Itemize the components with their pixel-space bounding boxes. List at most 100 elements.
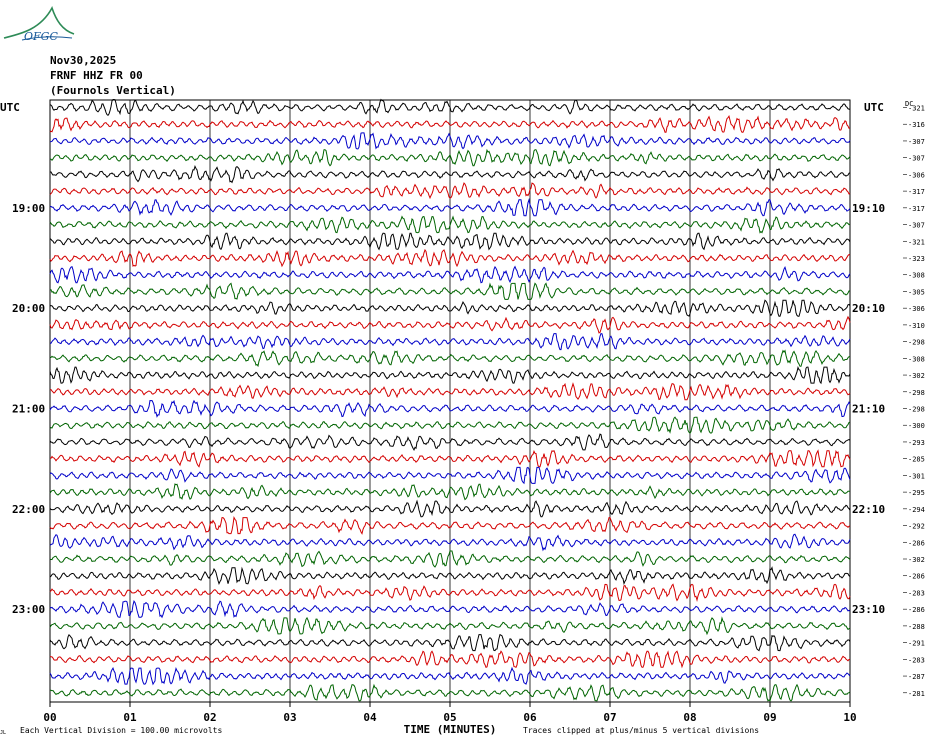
- dc-offset-label: -287: [908, 673, 925, 681]
- trace-row-30: [49, 583, 851, 602]
- dc-offset-label: -298: [908, 389, 925, 397]
- left-time-label: 20:00: [12, 302, 45, 315]
- record-date: Nov30,2025: [50, 54, 117, 67]
- dc-offset-label: -307: [908, 222, 925, 230]
- x-tick-label-09: 09: [763, 711, 776, 724]
- trace-row-27: [49, 533, 851, 552]
- dc-offset-label: -305: [908, 288, 925, 296]
- dc-offset-label: -301: [908, 472, 925, 480]
- dc-offset-label: -298: [908, 406, 925, 414]
- trace-row-22: [50, 449, 851, 468]
- right-time-label: 19:10: [852, 202, 885, 215]
- trace-row-26: [49, 516, 851, 535]
- trace-row-36: [49, 683, 851, 702]
- x-tick-label-02: 02: [203, 711, 216, 724]
- right-time-label: 23:10: [852, 603, 885, 616]
- dc-offset-label: -283: [908, 656, 925, 664]
- trace-row-1: [49, 98, 851, 116]
- trace-row-6: [49, 182, 851, 200]
- x-tick-label-01: 01: [123, 711, 137, 724]
- logo-text: OFGC: [24, 30, 58, 43]
- dc-offset-label: -288: [908, 623, 925, 631]
- dc-offset-label: -316: [908, 121, 925, 129]
- logo-mountain-curve: [3, 6, 75, 39]
- station-code: FRNF HHZ FR 00: [50, 69, 143, 82]
- x-tick-label-10: 10: [843, 711, 856, 724]
- trace-row-13: [49, 299, 851, 317]
- trace-row-10: [49, 248, 851, 268]
- right-axis-title: UTC: [864, 101, 884, 114]
- x-tick-label-06: 06: [523, 711, 537, 724]
- dc-offset-label: -302: [908, 372, 925, 380]
- x-tick-label-04: 04: [363, 711, 377, 724]
- trace-row-11: [49, 265, 851, 284]
- dc-offset-label: -310: [908, 322, 925, 330]
- dc-offset-label: -317: [908, 188, 925, 196]
- dc-offset-label: -321: [908, 238, 925, 246]
- trace-row-8: [49, 215, 850, 234]
- right-time-label: 20:10: [852, 302, 885, 315]
- dc-offset-label: -281: [908, 690, 925, 698]
- trace-row-29: [49, 566, 851, 586]
- dc-offset-label: -302: [908, 556, 925, 564]
- trace-row-24: [49, 483, 851, 501]
- right-time-label: 21:10: [852, 403, 885, 416]
- dc-offset-label: -285: [908, 456, 925, 464]
- trace-row-7: [49, 197, 851, 217]
- trace-row-17: [49, 365, 851, 385]
- trace-row-5: [49, 164, 851, 184]
- trace-row-18: [49, 382, 851, 401]
- trace-row-12: [49, 282, 851, 300]
- trace-row-14: [49, 315, 851, 334]
- x-axis-title: TIME (MINUTES): [404, 723, 497, 736]
- trace-row-35: [49, 666, 851, 686]
- dc-offset-label: -286: [908, 606, 925, 614]
- left-axis-title: UTC: [0, 101, 20, 114]
- dc-offset-label: -308: [908, 272, 925, 280]
- dc-offset-label: -306: [908, 171, 925, 179]
- dc-offset-label: -308: [908, 355, 925, 363]
- logo-swoosh: [21, 36, 73, 41]
- dc-offset-label: -317: [908, 205, 925, 213]
- station-location: (Fournols Vertical): [50, 84, 176, 97]
- trace-row-3: [49, 132, 851, 150]
- trace-row-34: [49, 650, 851, 669]
- trace-row-20: [49, 416, 851, 434]
- x-tick-label-03: 03: [283, 711, 296, 724]
- dc-offset-label: -307: [908, 155, 925, 163]
- trace-row-15: [50, 333, 851, 351]
- clipping-note: Traces clipped at plus/minus 5 vertical …: [523, 726, 759, 735]
- trace-row-16: [49, 349, 851, 368]
- dc-offset-label: -298: [908, 339, 925, 347]
- x-tick-label-00: 00: [43, 711, 56, 724]
- left-time-label: 23:00: [12, 603, 45, 616]
- vertical-scale-note: Each Vertical Division = 100.00 microvol…: [20, 726, 222, 735]
- trace-row-2: [49, 114, 850, 133]
- dc-offset-label: -286: [908, 573, 925, 581]
- dc-offset-label: -306: [908, 305, 925, 313]
- trace-row-25: [49, 499, 851, 518]
- trace-row-4: [49, 148, 851, 167]
- right-time-label: 22:10: [852, 503, 885, 516]
- dc-offset-label: -321: [908, 105, 925, 113]
- x-tick-label-08: 08: [683, 711, 696, 724]
- left-time-label: 21:00: [12, 403, 45, 416]
- dc-offset-label: -286: [908, 539, 925, 547]
- dc-offset-label: -307: [908, 138, 925, 146]
- dc-column-header: DC: [905, 100, 913, 108]
- trace-row-33: [49, 633, 851, 652]
- dc-offset-label: -323: [908, 255, 925, 263]
- ofgc-logo: OFGC: [3, 6, 75, 43]
- trace-row-28: [49, 550, 851, 568]
- trace-row-21: [49, 433, 851, 452]
- dc-offset-label: -293: [908, 439, 925, 447]
- trace-row-31: [49, 600, 851, 619]
- trace-row-19: [49, 399, 851, 418]
- dc-offset-label: -294: [908, 506, 925, 514]
- trace-row-32: [49, 616, 851, 636]
- trace-row-9: [49, 232, 851, 251]
- dc-offset-label: -300: [908, 422, 925, 430]
- left-time-label: 19:00: [12, 202, 45, 215]
- dc-offset-label: -292: [908, 523, 925, 531]
